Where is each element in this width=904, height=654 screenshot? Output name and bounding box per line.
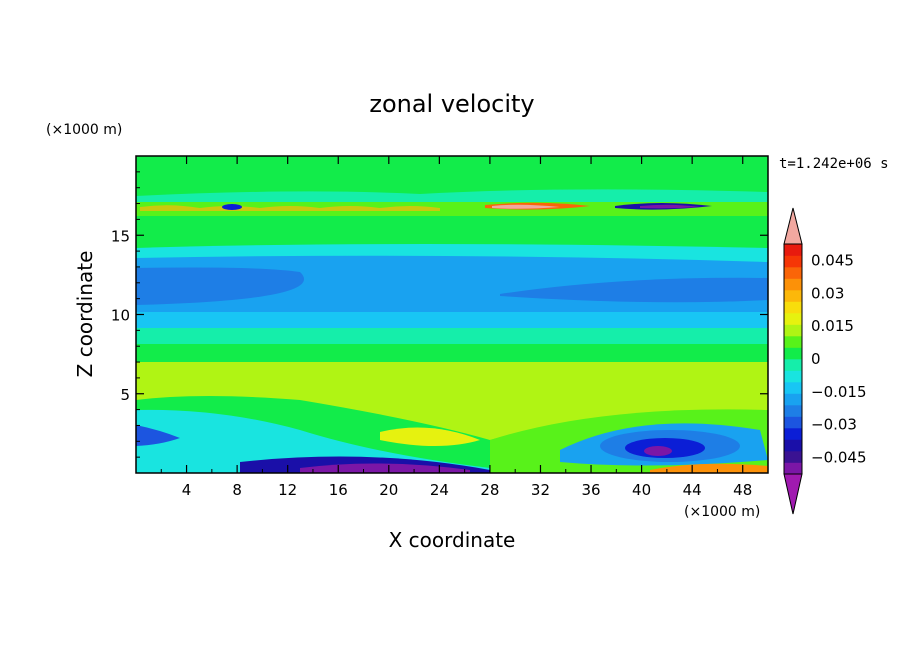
surface-blue-left	[136, 425, 180, 446]
colorbar-under-arrow	[783, 473, 803, 515]
jet-negative-core	[640, 204, 700, 209]
jet-positive-core	[492, 204, 560, 209]
time-label: t=1.242e+06 s	[779, 156, 889, 172]
colorbar-swatch	[784, 301, 802, 314]
band-negative-right	[500, 277, 768, 303]
colorbar-swatch	[784, 405, 802, 417]
band-below-jet	[136, 216, 768, 248]
jet-wave-left	[140, 205, 440, 211]
chart-title: zonal velocity	[369, 90, 534, 118]
colorbar-swatch	[784, 255, 802, 268]
colorbar-swatch	[784, 428, 802, 440]
x-axis-unit: (×1000 m)	[684, 504, 760, 520]
band-cyan-mid	[136, 312, 768, 328]
colorbar-over-arrow	[783, 207, 803, 245]
band-aqua-mid	[136, 328, 768, 344]
band-green-mid	[136, 344, 768, 362]
x-axis: 4 8 12 16 20 24 28 32 36 40 44 48	[160, 156, 752, 499]
colorbar-frame	[783, 243, 803, 475]
colorbar-tick-label: −0.015	[811, 383, 867, 401]
y-tick-label: 15	[111, 227, 130, 245]
colorbar-swatch	[784, 347, 802, 360]
surface-purple-floor	[300, 463, 470, 473]
surface-positive-right	[650, 463, 768, 473]
colorbar-tick-label: −0.045	[811, 449, 867, 467]
colorbar-swatch	[784, 267, 802, 279]
colorbar: 0.045 0.03 0.015 0 −0.015 −0.03 −0.045	[783, 207, 867, 515]
positive-core	[380, 427, 480, 446]
surface-eddy-core	[644, 446, 672, 456]
colorbar-swatch	[784, 462, 802, 475]
x-tick-label: 32	[531, 481, 550, 499]
band-top	[136, 156, 768, 196]
colorbar-swatch	[784, 393, 802, 406]
y-tick-label: 10	[111, 307, 130, 325]
colorbar-swatch	[784, 290, 802, 302]
x-tick-label: 28	[480, 481, 499, 499]
jet-eddy-blue	[222, 204, 242, 210]
band-negative	[136, 267, 305, 305]
colorbar-tick-label: 0	[811, 350, 821, 368]
colorbar-tick-label: 0.045	[811, 251, 854, 269]
x-axis-label: X coordinate	[389, 528, 516, 552]
y-tick-label: 5	[120, 386, 130, 404]
colorbar-swatch	[784, 324, 802, 337]
colorbar-swatch	[784, 244, 802, 256]
colorbar-tick-label: 0.015	[811, 317, 854, 335]
x-tick-label: 40	[632, 481, 651, 499]
x-tick-label: 48	[733, 481, 752, 499]
colorbar-swatch	[784, 416, 802, 429]
plot-area	[136, 156, 768, 473]
colorbar-swatch	[784, 370, 802, 383]
colorbar-tick-label: −0.03	[811, 416, 857, 434]
x-tick-label: 24	[430, 481, 449, 499]
y-axis: 5 10 15	[111, 171, 768, 458]
colorbar-tick-label: 0.03	[811, 284, 844, 302]
x-tick-label: 12	[278, 481, 297, 499]
colorbar-swatch	[784, 336, 802, 348]
colorbar-swatch	[784, 278, 802, 291]
x-tick-label: 4	[182, 481, 192, 499]
band-jet	[136, 202, 768, 216]
band-top-cyan	[136, 189, 768, 204]
x-tick-label: 8	[232, 481, 242, 499]
y-axis-label: Z coordinate	[73, 251, 97, 378]
colorbar-swatch	[784, 382, 802, 394]
y-axis-unit: (×1000 m)	[46, 122, 122, 138]
colorbar-swatch	[784, 313, 802, 325]
colorbar-swatch	[784, 359, 802, 371]
band-positive-lower	[136, 362, 768, 440]
x-tick-label: 44	[683, 481, 702, 499]
surface-cyan	[136, 409, 490, 473]
x-tick-label: 16	[329, 481, 348, 499]
x-tick-label: 20	[379, 481, 398, 499]
colorbar-swatch	[784, 451, 802, 463]
x-tick-label: 36	[581, 481, 600, 499]
colorbar-swatch	[784, 439, 802, 452]
